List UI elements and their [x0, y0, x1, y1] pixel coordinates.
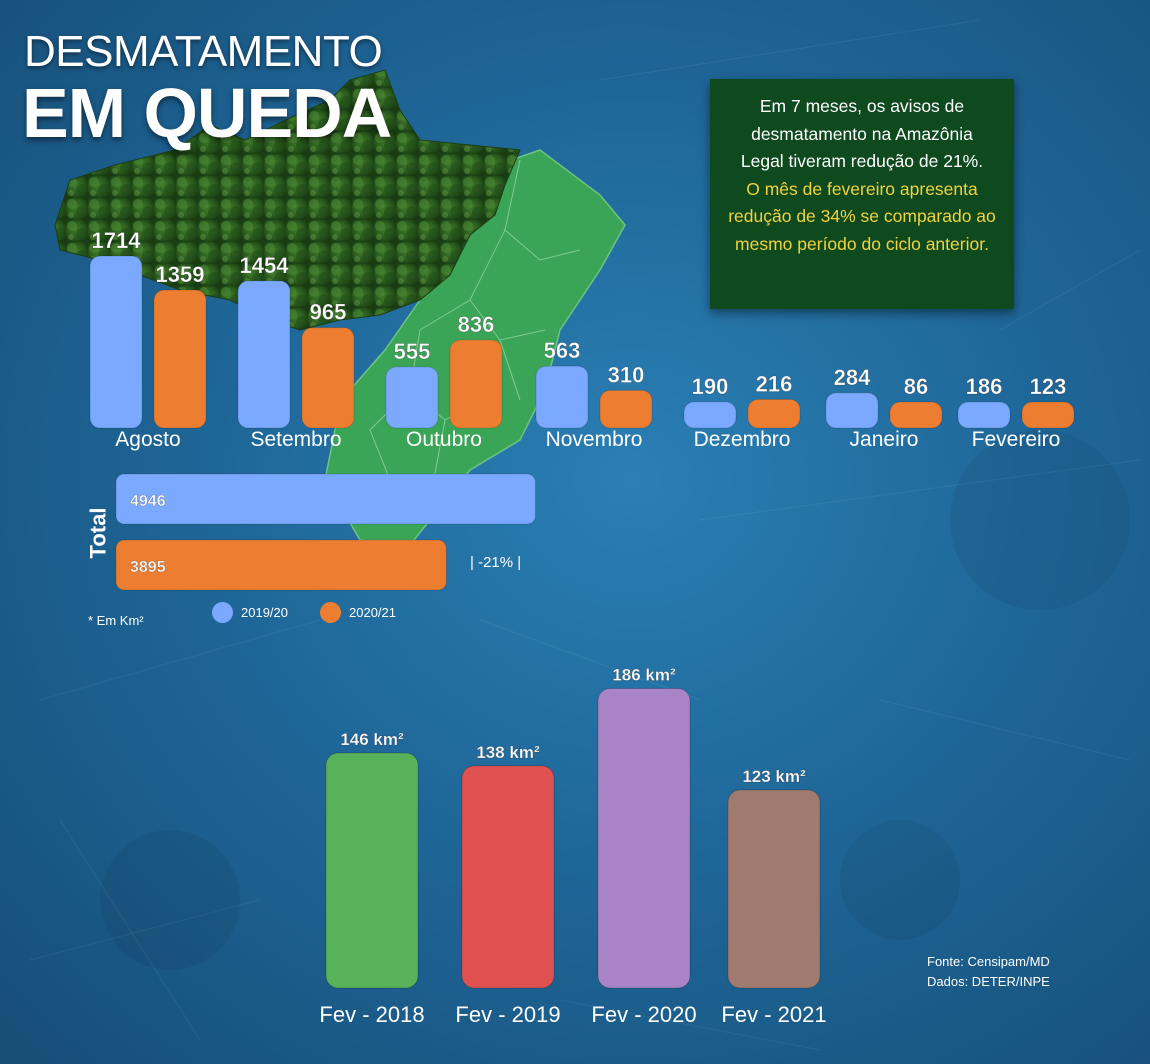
feb-value-label-0: 146 km² — [340, 730, 404, 749]
value-label-setembro-2020: 965 — [310, 300, 347, 325]
bar-fevereiro-2019 — [957, 401, 1011, 429]
bar-novembro-2019 — [535, 365, 589, 429]
feb-value-label-1: 138 km² — [476, 743, 540, 762]
source-line2: Dados: DETER/INPE — [927, 974, 1050, 989]
bar-agosto-2020 — [153, 289, 207, 429]
bar-setembro-2020 — [301, 327, 355, 429]
feb-bar-fev-2021 — [727, 789, 821, 989]
bar-novembro-2020 — [599, 389, 653, 429]
legend-item-2019: 2019/20 — [212, 602, 288, 623]
amazon-forest-region — [54, 69, 521, 331]
legend-swatch-2020 — [320, 602, 341, 623]
value-label-dezembro-2020: 216 — [756, 371, 793, 396]
title-line1: DESMATAMENTO — [24, 27, 383, 76]
bar-janeiro-2019 — [825, 392, 879, 429]
info-text: Em 7 meses, os avisos de desmatamento na… — [740, 96, 984, 171]
reduction-value: -21% — [478, 554, 514, 571]
bar-setembro-2019 — [237, 280, 291, 429]
info-highlight-text: O mês de fevereiro apresenta redução de … — [728, 178, 996, 254]
value-label-novembro-2020: 310 — [608, 362, 645, 387]
value-label-janeiro-2020: 86 — [904, 374, 928, 399]
bar-janeiro-2020 — [889, 401, 943, 429]
bar-agosto-2019 — [89, 255, 143, 429]
source-note: Fonte: Censipam/MD Dados: DETER/INPE — [927, 952, 1050, 992]
reduction-annotation: | -21% | — [470, 554, 522, 571]
month-label-janeiro: Janeiro — [850, 428, 919, 451]
legend-item-2020: 2020/21 — [320, 602, 396, 623]
value-label-outubro-2020: 836 — [458, 312, 495, 337]
value-label-outubro-2019: 555 — [394, 339, 431, 364]
legend-label-2020: 2020/21 — [349, 605, 396, 620]
monthly-bar-chart: 1714 1359 Agosto 1454 965 Setembro 555 836 Outub… — [89, 228, 1075, 451]
total-value-2019: 4946 — [130, 493, 166, 510]
feb-bar-fev-2020 — [597, 688, 691, 989]
bar-outubro-2020 — [449, 339, 503, 429]
value-label-dezembro-2019: 190 — [692, 374, 729, 399]
feb-bar-fev-2019 — [461, 765, 555, 989]
feb-category-label-0: Fev - 2018 — [319, 1002, 424, 1027]
month-label-novembro: Novembro — [546, 428, 643, 451]
value-label-agosto-2019: 1714 — [92, 228, 142, 253]
bar-dezembro-2020 — [747, 398, 801, 429]
feb-bar-fev-2018 — [325, 752, 419, 989]
bar-dezembro-2019 — [683, 401, 737, 429]
unit-note: * Em Km² — [88, 613, 144, 628]
feb-category-label-3: Fev - 2021 — [721, 1002, 826, 1027]
value-label-novembro-2019: 563 — [544, 338, 581, 363]
total-bar-chart: 4946 3895 — [115, 473, 536, 591]
info-box: Em 7 meses, os avisos de desmatamento na… — [710, 79, 1014, 309]
month-label-dezembro: Dezembro — [694, 428, 791, 451]
value-label-fevereiro-2020: 123 — [1030, 374, 1067, 399]
value-label-janeiro-2019: 284 — [834, 365, 871, 390]
feb-category-label-2: Fev - 2020 — [591, 1002, 696, 1027]
title-line2: EM QUEDA — [22, 74, 392, 152]
bar-outubro-2019 — [385, 366, 439, 429]
value-label-fevereiro-2019: 186 — [966, 374, 1003, 399]
feb-category-label-1: Fev - 2019 — [455, 1002, 560, 1027]
bar-fevereiro-2020 — [1021, 401, 1075, 429]
month-label-fevereiro: Fevereiro — [972, 428, 1061, 451]
feb-value-label-2: 186 km² — [612, 666, 676, 685]
month-label-agosto: Agosto — [115, 428, 180, 451]
legend-swatch-2019 — [212, 602, 233, 623]
feb-value-label-3: 123 km² — [742, 767, 806, 786]
month-label-outubro: Outubro — [406, 428, 482, 451]
legend-label-2019: 2019/20 — [241, 605, 288, 620]
month-label-setembro: Setembro — [250, 428, 341, 451]
value-label-setembro-2019: 1454 — [240, 253, 290, 278]
total-bar-2019 — [115, 473, 536, 525]
total-value-2020: 3895 — [130, 559, 166, 576]
total-bar-2020 — [115, 539, 447, 591]
value-label-agosto-2020: 1359 — [156, 262, 205, 287]
source-line1: Fonte: Censipam/MD — [927, 954, 1050, 969]
